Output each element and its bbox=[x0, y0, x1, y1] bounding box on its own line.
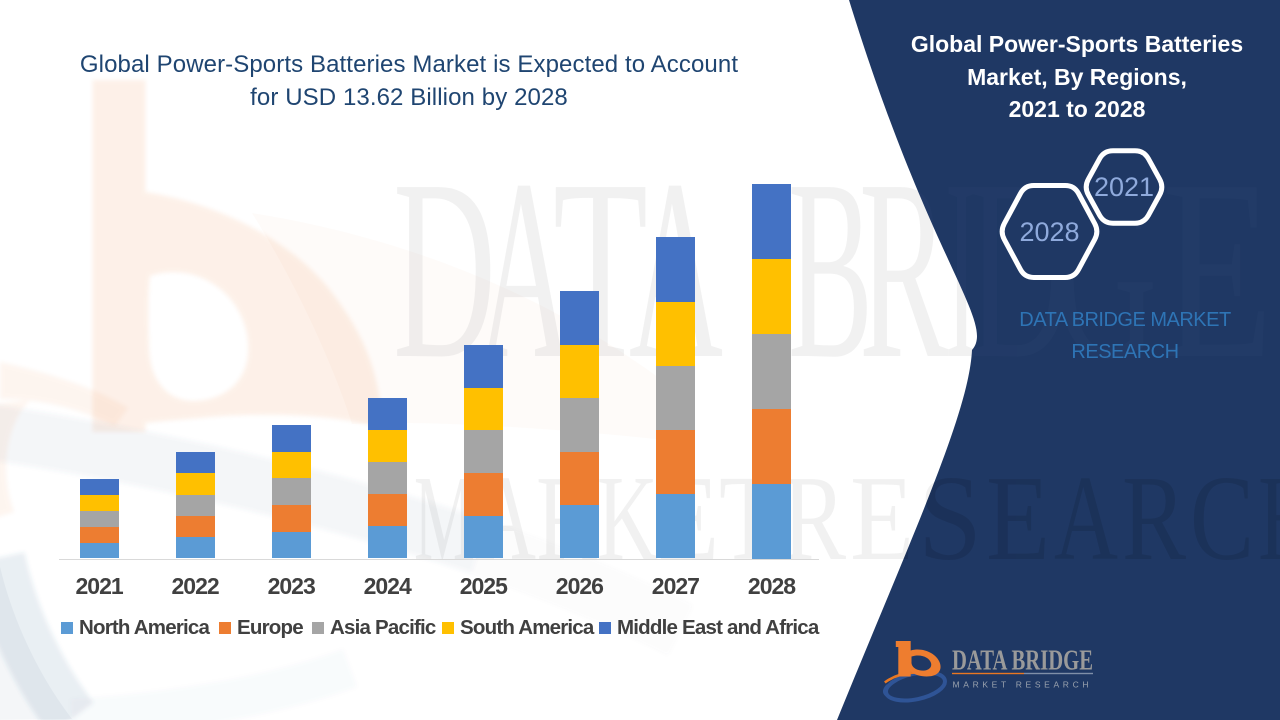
svg-text:E: E bbox=[986, 451, 1050, 586]
svg-text:2028: 2028 bbox=[1019, 217, 1079, 247]
svg-text:R: R bbox=[782, 451, 846, 586]
svg-text:B: B bbox=[788, 126, 873, 412]
svg-text:2021: 2021 bbox=[1094, 172, 1154, 202]
svg-text:DATA BRIDGE: DATA BRIDGE bbox=[952, 645, 1093, 677]
svg-text:B: B bbox=[788, 126, 873, 412]
svg-text:R: R bbox=[1122, 451, 1186, 586]
svg-text:MARKET RESEARCH: MARKET RESEARCH bbox=[953, 680, 1093, 690]
svg-text:H: H bbox=[1258, 451, 1280, 586]
svg-text:S: S bbox=[918, 451, 982, 586]
svg-text:K: K bbox=[597, 451, 658, 586]
svg-text:E: E bbox=[850, 451, 914, 586]
svg-text:A: A bbox=[1054, 451, 1118, 586]
svg-text:R: R bbox=[859, 126, 950, 412]
svg-text:K: K bbox=[597, 451, 658, 586]
svg-text:C: C bbox=[1190, 451, 1254, 586]
svg-text:R: R bbox=[782, 451, 846, 586]
